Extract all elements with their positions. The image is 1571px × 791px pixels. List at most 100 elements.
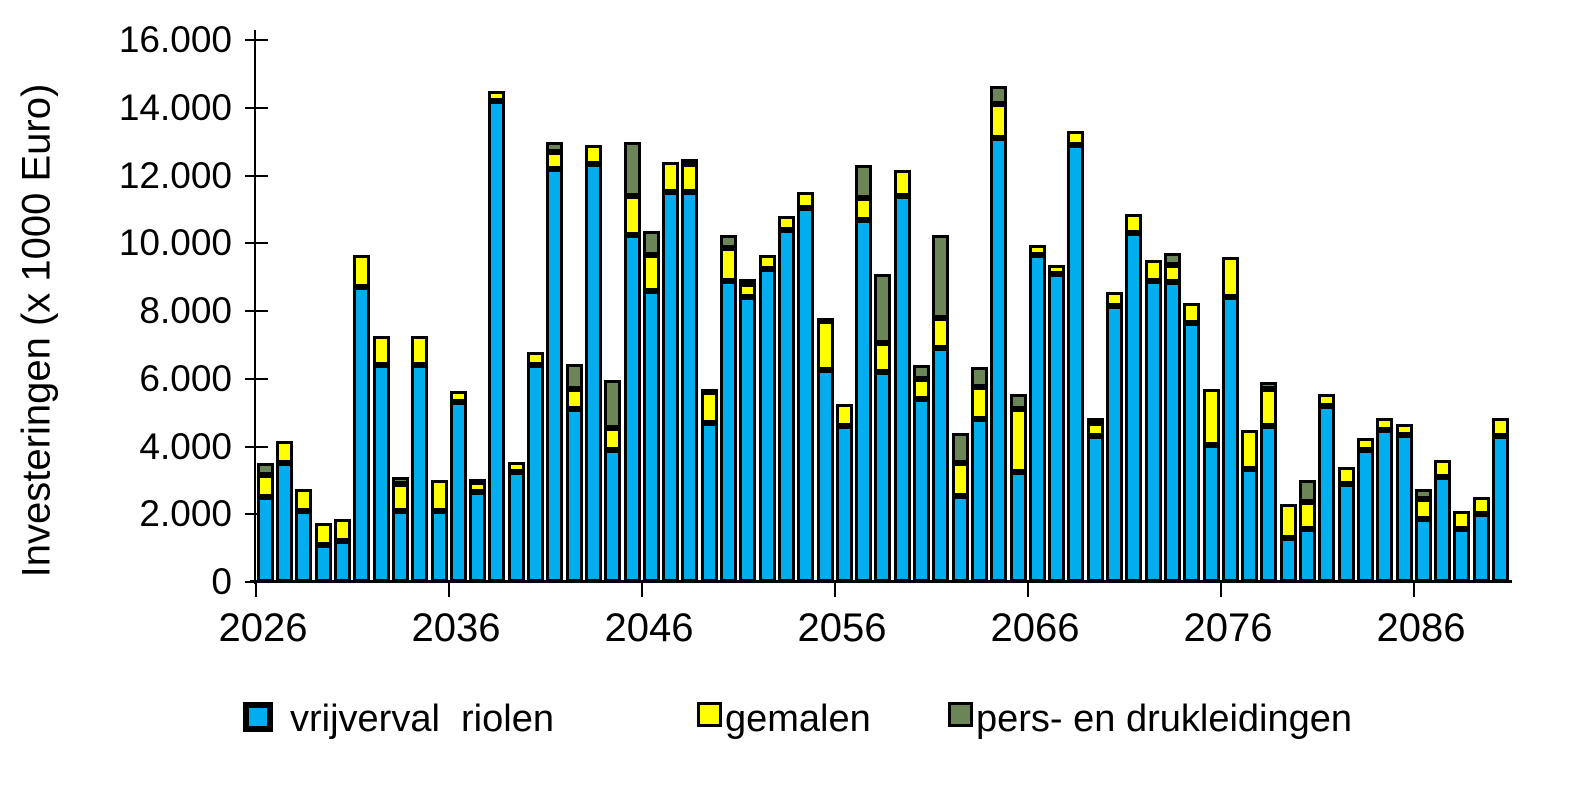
bar-segment-vrijverval-2046 — [643, 291, 660, 582]
bar-segment-vrijverval-2068 — [1067, 145, 1084, 582]
bar-segment-vrijverval-2040 — [527, 365, 544, 582]
bar-segment-vrijverval-2033 — [392, 511, 409, 582]
bar-segment-vrijverval-2032 — [373, 365, 390, 582]
y-tick — [245, 242, 268, 244]
y-tick-label: 12.000 — [118, 155, 232, 196]
x-tick — [255, 582, 257, 597]
bar-segment-gemalen-2042 — [566, 389, 583, 409]
bar-segment-pers--2062 — [952, 433, 969, 463]
bar-segment-vrijverval-2078 — [1260, 426, 1277, 582]
bar-segment-pers--2044 — [604, 380, 621, 428]
bar-segment-pers--2063 — [971, 367, 988, 387]
bar-segment-vrijverval-2066 — [1029, 255, 1046, 582]
bar-segment-vrijverval-2072 — [1145, 281, 1162, 582]
y-tick-label: 14.000 — [118, 87, 232, 128]
bar-segment-gemalen-2064 — [990, 104, 1007, 138]
bar-segment-gemalen-2038 — [488, 91, 505, 101]
y-tick-label: 4.000 — [139, 426, 232, 467]
y-axis-title: Investeringen (x 1000 Euro) — [14, 83, 59, 578]
bar-segment-vrijverval-2057 — [855, 220, 872, 582]
bar-segment-vrijverval-2076 — [1222, 297, 1239, 582]
bar-segment-vrijverval-2047 — [662, 192, 679, 582]
y-tick — [245, 39, 268, 41]
bar-segment-gemalen-2032 — [373, 336, 390, 365]
bar-segment-gemalen-2051 — [739, 284, 756, 297]
bar-segment-gemalen-2078 — [1260, 389, 1277, 426]
legend-label: vrijverval riolen — [290, 698, 554, 740]
bar-segment-vrijverval-2073 — [1164, 282, 1181, 582]
bar-segment-vrijverval-2058 — [874, 372, 891, 582]
bar-segment-vrijverval-2077 — [1241, 469, 1258, 582]
x-tick — [448, 582, 450, 597]
bar-segment-vrijverval-2075 — [1203, 445, 1220, 582]
bar-segment-vrijverval-2080 — [1299, 529, 1316, 582]
bar-segment-gemalen-2045 — [624, 196, 641, 235]
x-tick-label: 2026 — [218, 606, 308, 650]
bar-segment-vrijverval-2085 — [1396, 435, 1413, 582]
bar-segment-pers--2045 — [624, 142, 641, 196]
bar-segment-pers--2042 — [566, 364, 583, 389]
bar-segment-vrijverval-2086 — [1415, 519, 1432, 582]
legend-swatch-gemalen — [697, 702, 722, 727]
bar-segment-vrijverval-2067 — [1048, 274, 1065, 582]
y-tick — [245, 310, 268, 312]
bar-segment-vrijverval-2088 — [1453, 529, 1470, 582]
bar-segment-vrijverval-2034 — [411, 365, 428, 582]
bar-segment-gemalen-2074 — [1183, 303, 1200, 323]
bar-segment-pers--2051 — [739, 279, 756, 285]
bar-segment-gemalen-2079 — [1280, 504, 1297, 538]
bar-segment-vrijverval-2079 — [1280, 538, 1297, 582]
bar-segment-vrijverval-2070 — [1106, 306, 1123, 582]
bar-segment-gemalen-2055 — [817, 321, 834, 370]
bar-segment-gemalen-2043 — [585, 145, 602, 164]
y-tick — [245, 513, 268, 515]
bar-segment-vrijverval-2059 — [894, 196, 911, 582]
bar-segment-vrijverval-2036 — [450, 402, 467, 582]
legend-swatch-pers-en-drukleidingen — [948, 702, 973, 727]
bar-segment-gemalen-2053 — [778, 216, 795, 230]
y-tick-label: 16.000 — [118, 19, 232, 60]
bar-segment-pers--2080 — [1299, 480, 1316, 502]
y-tick — [245, 175, 268, 177]
bar-segment-gemalen-2039 — [508, 462, 525, 472]
bar-segment-gemalen-2081 — [1318, 394, 1335, 406]
bar-segment-pers--2065 — [1010, 394, 1027, 409]
y-axis-line — [254, 30, 256, 584]
bar-segment-gemalen-2047 — [662, 162, 679, 192]
y-tick-label: 0 — [211, 561, 232, 602]
bar-segment-vrijverval-2055 — [817, 370, 834, 582]
bar-segment-pers--2055 — [817, 318, 834, 324]
legend-swatch-vrijverval-riolen — [243, 702, 273, 732]
x-tick-label: 2076 — [1183, 606, 1273, 650]
bar-segment-gemalen-2044 — [604, 428, 621, 450]
bar-segment-gemalen-2076 — [1222, 257, 1239, 297]
bar-segment-vrijverval-2061 — [932, 348, 949, 582]
bar-segment-vrijverval-2089 — [1473, 514, 1490, 582]
bar-segment-vrijverval-2051 — [739, 297, 756, 582]
bar-segment-pers--2073 — [1164, 253, 1181, 265]
bar-segment-gemalen-2041 — [546, 152, 563, 169]
bar-segment-vrijverval-2044 — [604, 450, 621, 582]
bar-segment-gemalen-2052 — [759, 255, 776, 269]
bar-segment-gemalen-2027 — [276, 441, 293, 463]
bar-segment-gemalen-2083 — [1357, 438, 1374, 450]
bar-segment-gemalen-2075 — [1203, 389, 1220, 445]
bar-segment-vrijverval-2087 — [1434, 477, 1451, 582]
bar-segment-vrijverval-2065 — [1010, 472, 1027, 582]
y-tick — [245, 107, 268, 109]
bar-segment-vrijverval-2052 — [759, 269, 776, 582]
bar-segment-gemalen-2070 — [1106, 292, 1123, 306]
y-tick — [245, 446, 268, 448]
bar-segment-gemalen-2057 — [855, 198, 872, 220]
x-tick — [1027, 582, 1029, 597]
bar-segment-gemalen-2059 — [894, 170, 911, 196]
bar-segment-vrijverval-2084 — [1376, 430, 1393, 582]
bar-segment-gemalen-2080 — [1299, 502, 1316, 529]
bar-segment-gemalen-2030 — [334, 519, 351, 541]
bar-segment-gemalen-2062 — [952, 463, 969, 496]
bar-segment-pers--2033 — [392, 477, 409, 484]
bar-segment-pers--2048 — [681, 159, 698, 165]
bar-segment-gemalen-2029 — [315, 523, 332, 545]
bar-segment-vrijverval-2043 — [585, 164, 602, 582]
y-tick — [245, 378, 268, 380]
